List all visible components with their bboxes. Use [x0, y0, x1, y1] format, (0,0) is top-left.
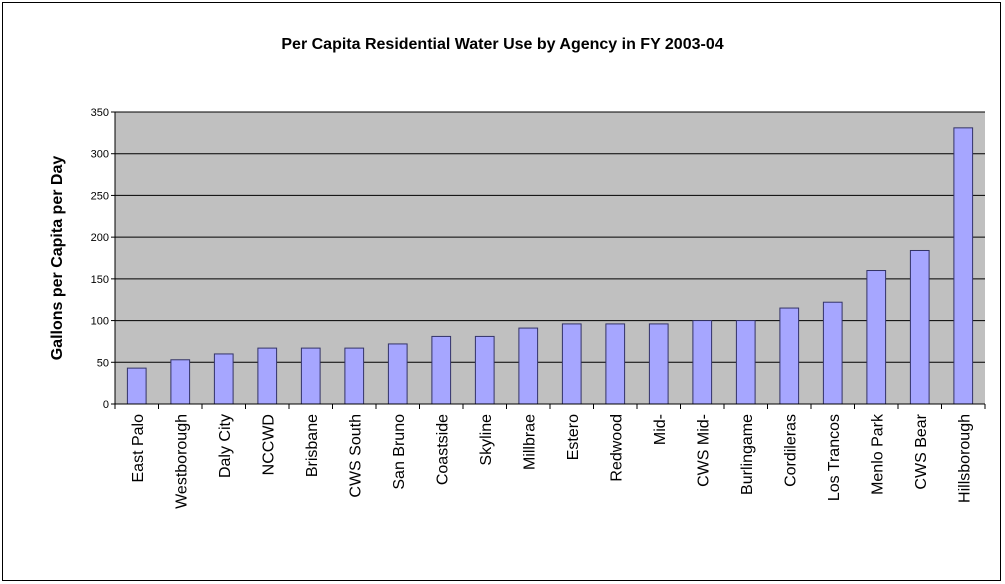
bar [779, 307, 800, 405]
category-label: NCCWD [260, 414, 277, 475]
y-tick-label: 300 [91, 149, 109, 161]
bar [474, 335, 495, 405]
bar [605, 323, 626, 405]
y-tick-label: 350 [91, 107, 109, 119]
category-label: Brisbane [304, 414, 321, 477]
chart-title: Per Capita Residential Water Use by Agen… [281, 36, 724, 53]
bar [518, 327, 539, 405]
category-label: CWS South [347, 414, 364, 498]
y-tick-label: 0 [103, 399, 109, 411]
category-label: Westborough [173, 414, 190, 509]
category-label: Los Trancos [826, 414, 843, 501]
bar [170, 359, 191, 405]
bar [387, 343, 408, 405]
bar [257, 347, 278, 405]
bar [735, 320, 756, 405]
category-label: San Bruno [391, 414, 408, 490]
bar [561, 323, 582, 405]
bar [431, 335, 452, 405]
category-labels: East Palo Westborough Daly City NCCWD Brisba… [130, 413, 974, 509]
category-label: Estero [565, 414, 582, 460]
category-label: Burlingame [739, 414, 756, 495]
category-label: CWS Mid- [695, 414, 712, 487]
category-label: Mid- [652, 414, 669, 445]
bar [909, 249, 930, 405]
category-label: Daly City [217, 414, 234, 478]
bar [953, 127, 974, 405]
bar [344, 347, 365, 405]
bar [692, 320, 713, 405]
plot-area [115, 112, 985, 404]
y-tick-label: 250 [91, 190, 109, 202]
bar [300, 347, 321, 405]
bar [648, 323, 669, 405]
bar [822, 301, 843, 405]
y-tick-label: 200 [91, 232, 109, 244]
y-tick-label: 150 [91, 274, 109, 286]
bar [213, 353, 234, 405]
bar [126, 367, 147, 405]
bar [866, 270, 887, 405]
category-label: CWS Bear [913, 413, 930, 489]
category-label: Coastside [434, 414, 451, 485]
y-tick-labels: 0 50 100 150 200 250 300 350 [91, 107, 109, 411]
category-label: East Palo [130, 414, 147, 483]
category-label: Redwood [608, 414, 625, 482]
axes [111, 111, 986, 409]
category-label: Skyline [478, 414, 495, 466]
category-label: Millbrae [521, 414, 538, 470]
category-label: Cordileras [782, 414, 799, 487]
y-tick-label: 100 [91, 316, 109, 328]
category-label: Menlo Park [869, 413, 886, 495]
y-tick-label: 50 [97, 357, 109, 369]
bars [126, 127, 974, 405]
category-label: Hillsborough [956, 414, 973, 503]
